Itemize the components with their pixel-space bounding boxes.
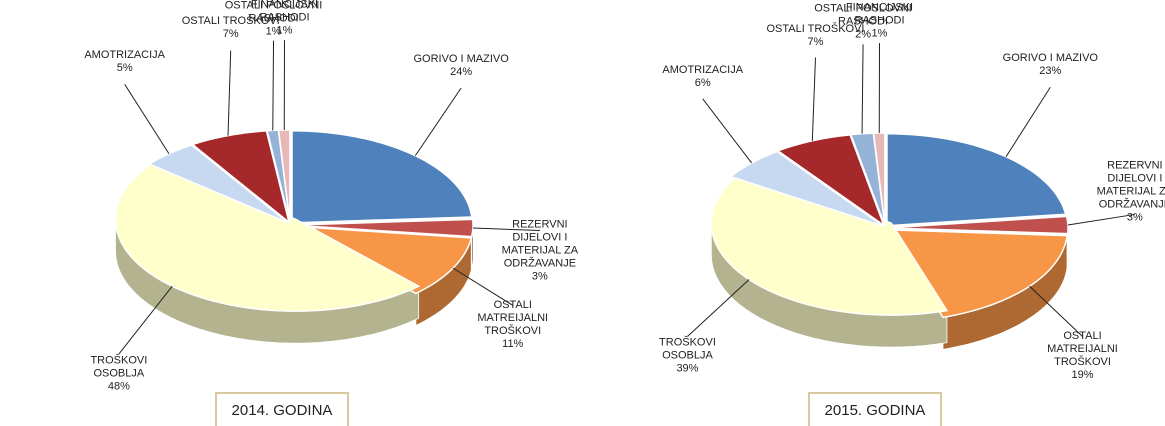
value-label: 3% [531,270,548,283]
category-name: OSTALI TROŠKOVI [181,15,280,28]
leader-line [687,279,750,337]
leader-line [1029,285,1083,337]
data-label: TROŠKOVI OSOBLJA 48% [67,355,171,394]
category-name: OSTALI POSLOVNI RASHODI [224,0,323,25]
category-name: REZERVNI DIJELOVI I MATERIJAL ZA ODRŽAVA… [501,218,579,270]
leader-line [118,285,173,355]
chart-title: 2015. GODINA [808,392,942,426]
value-label: 1% [276,24,293,37]
data-label: AMOTRIZACIJA 5% [73,49,177,75]
category-name: AMOTRIZACIJA [84,49,165,62]
category-name: AMOTRIZACIJA [662,63,744,76]
category-name: OSTALI TROŠKOVI [766,22,865,35]
value-label: 24% [450,65,473,78]
category-name: OSTALI POSLOVNI RASHODI [814,2,912,28]
category-name: OSTALI MATREIJALNI TROŠKOVI [1047,330,1118,369]
category-name: GORIVO I MAZIVO [1002,52,1098,65]
data-label: REZERVNI DIJELOVI I MATERIJAL ZA ODRŽAVA… [1083,160,1165,225]
pie-slice [291,130,473,224]
data-label: OSTALI POSLOVNI RASHODI 1% [222,0,326,38]
data-label: GORIVO I MAZIVO 23% [998,52,1102,78]
value-label: 3% [1126,211,1143,224]
value-label: 39% [676,362,699,375]
chart-title: 2014. GODINA [215,392,349,426]
value-label: 7% [807,35,824,48]
pie-slice [886,132,1067,227]
value-label: 1% [871,27,888,40]
category-name: TROŠKOVI OSOBLJA [659,336,716,362]
value-label: 48% [107,380,130,393]
value-label: 2% [855,28,872,41]
data-label: REZERVNI DIJELOVI I MATERIJAL ZA ODRŽAVA… [488,218,592,283]
leader-line [124,83,170,155]
category-name: FINANCIJSKI RASHODI [845,1,914,27]
data-label: TROŠKOVI OSOBLJA 39% [635,337,739,376]
value-label: 6% [694,76,711,89]
pie-slice [114,159,421,312]
pie-slice [872,132,886,226]
value-label: 5% [116,62,133,75]
category-name: TROŠKOVI OSOBLJA [90,354,148,380]
category-name: OSTALI MATREIJALNI TROŠKOVI [477,299,549,338]
leader-line [414,87,462,157]
data-label: OSTALI TROŠKOVI 7% [179,15,283,41]
data-label: GORIVO I MAZIVO 24% [409,53,513,79]
leader-line [452,267,514,306]
value-label: 23% [1039,65,1062,78]
value-label: 7% [222,28,239,41]
value-label: 1% [265,25,282,38]
pie-slice [277,129,291,223]
value-label: 11% [502,338,524,351]
data-label: AMOTRIZACIJA 6% [651,64,755,90]
category-name: GORIVO I MAZIVO [413,52,509,65]
value-label: 19% [1071,369,1094,382]
data-label: FINANCIJSKI RASHODI 1% [828,2,932,41]
pie-slice [729,150,884,227]
leader-line [861,44,864,134]
data-label: OSTALI POSLOVNI RASHODI 2% [811,3,915,42]
data-label: OSTALI TROŠKOVI 7% [763,23,867,49]
leader-line [472,227,540,232]
category-name: REZERVNI DIJELOVI I MATERIJAL ZA ODRŽAVA… [1096,159,1165,211]
data-label: OSTALI MATREIJALNI TROŠKOVI 19% [1031,330,1135,382]
leader-line [811,57,816,141]
data-label: OSTALI MATREIJALNI TROŠKOVI 11% [461,299,565,351]
leader-line [227,50,232,136]
leader-line [272,40,275,131]
leader-line [1005,86,1051,158]
leader-line [1067,213,1135,226]
leader-line [702,98,752,164]
category-name: FINANCIJSKI RASHODI [250,0,319,24]
data-label: FINANCIJSKI RASHODI 1% [233,0,337,38]
